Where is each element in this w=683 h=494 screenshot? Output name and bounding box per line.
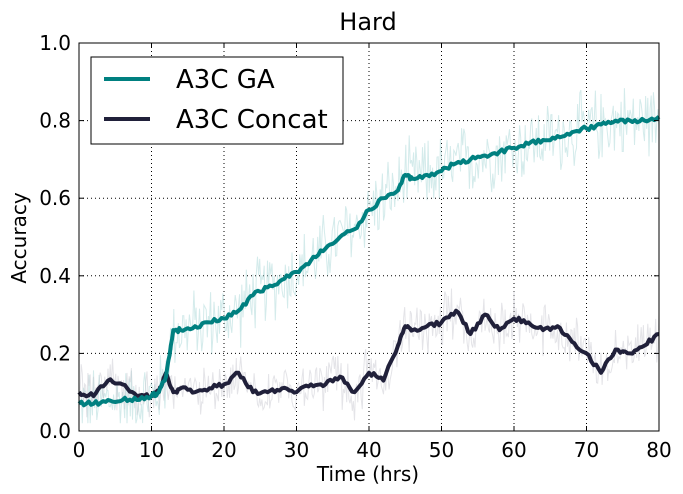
noise-bands: [78, 88, 660, 424]
legend-label-a3c-ga: A3C GA: [176, 65, 275, 95]
noise-band-a3c-ga: [78, 88, 660, 424]
y-axis-ticks: 0.0 0.2 0.4 0.6 0.8 1.0: [39, 31, 659, 443]
y-tick-label: 0.4: [39, 264, 71, 288]
x-tick-label: 0: [73, 438, 86, 462]
x-tick-label: 20: [211, 438, 236, 462]
x-tick-label: 40: [356, 438, 381, 462]
y-tick-label: 0.8: [39, 109, 71, 133]
x-tick-label: 80: [646, 438, 671, 462]
x-tick-label: 10: [139, 438, 164, 462]
legend-label-a3c-concat: A3C Concat: [176, 105, 328, 135]
y-tick-label: 0.0: [39, 419, 71, 443]
x-tick-label: 50: [429, 438, 454, 462]
y-tick-label: 0.6: [39, 186, 71, 210]
y-axis-label: Accuracy: [7, 192, 31, 283]
y-tick-label: 1.0: [39, 31, 71, 55]
series-lines: [77, 115, 661, 408]
y-tick-label: 0.2: [39, 341, 71, 365]
legend-box: [90, 56, 344, 145]
legend: A3C GA A3C Concat: [90, 56, 344, 145]
series-line-a3c-ga: [77, 115, 661, 408]
x-axis-label: Time (hrs): [316, 462, 419, 486]
x-axis-ticks: 0 10 20 30 40 50 60 70 80: [73, 43, 672, 462]
x-tick-label: 30: [284, 438, 309, 462]
noise-band-a3c-concat: [78, 288, 660, 421]
chart-title: Hard: [339, 8, 396, 36]
x-tick-label: 70: [574, 438, 599, 462]
x-tick-label: 60: [501, 438, 526, 462]
